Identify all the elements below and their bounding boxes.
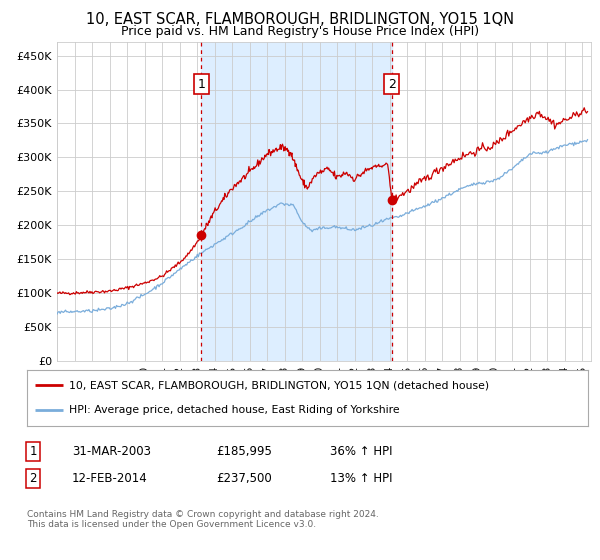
Text: 12-FEB-2014: 12-FEB-2014 [72,472,148,486]
Text: 1: 1 [29,445,37,459]
Text: £237,500: £237,500 [216,472,272,486]
Text: 2: 2 [388,78,395,91]
Text: 10, EAST SCAR, FLAMBOROUGH, BRIDLINGTON, YO15 1QN: 10, EAST SCAR, FLAMBOROUGH, BRIDLINGTON,… [86,12,514,27]
Text: 1: 1 [197,78,205,91]
Text: HPI: Average price, detached house, East Riding of Yorkshire: HPI: Average price, detached house, East… [69,405,400,415]
Text: 36% ↑ HPI: 36% ↑ HPI [330,445,392,459]
Text: 10, EAST SCAR, FLAMBOROUGH, BRIDLINGTON, YO15 1QN (detached house): 10, EAST SCAR, FLAMBOROUGH, BRIDLINGTON,… [69,380,489,390]
Bar [202,42,392,361]
Text: £185,995: £185,995 [216,445,272,459]
Text: Contains HM Land Registry data © Crown copyright and database right 2024.
This d: Contains HM Land Registry data © Crown c… [27,510,379,529]
Text: 2: 2 [29,472,37,486]
Text: 13% ↑ HPI: 13% ↑ HPI [330,472,392,486]
Text: 31-MAR-2003: 31-MAR-2003 [72,445,151,459]
Text: Price paid vs. HM Land Registry's House Price Index (HPI): Price paid vs. HM Land Registry's House … [121,25,479,38]
